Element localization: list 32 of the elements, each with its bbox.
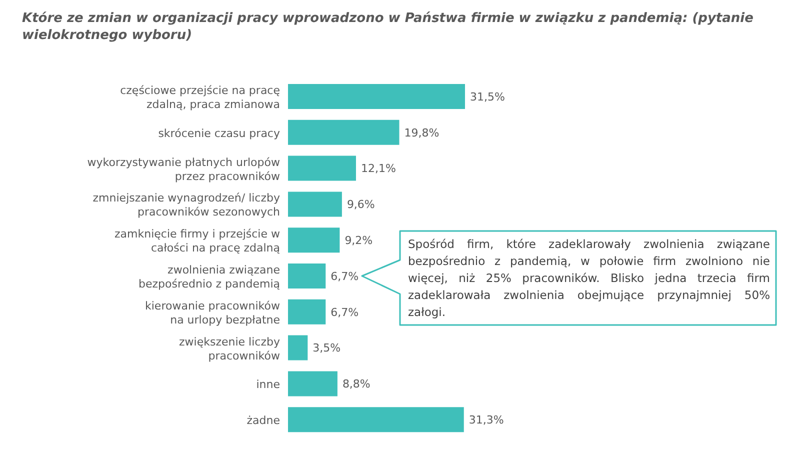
bar: [288, 264, 326, 288]
y-tick-label: zwiększenie liczby pracowników: [179, 334, 280, 362]
y-tick-label: zmniejszanie wynagrodzeń/ liczby pracowników sezonowych: [92, 191, 280, 218]
y-tick-label: częściowe przejście na pracę zdalną, praca zmianowa: [120, 83, 280, 110]
bar: [288, 371, 338, 396]
y-tick-label: wykorzystywanie płatnych urlopów przez pracowników: [87, 155, 280, 182]
bar: [288, 335, 308, 360]
data-label: 3,5%: [312, 342, 341, 355]
y-tick-label: kierowanie pracowników na urlopy bezpłatne: [145, 298, 280, 326]
chart-title: Które ze zmian w organizacji pracy wprowadzono w Państwa firmie w związku z pandemią: (pytanie wielokrotnego wyboru): [22, 10, 754, 44]
annotation: Spośród firm, które zadeklarowały zwolnienia związane bezpośrednio z pandemią, w połowie firm zwolniono nie więcej, niż 25% pracowników. Blisko jedna trzecia firm zadeklarowała zwolnienia obejmujące przynajmniej 50% załogi.: [408, 236, 770, 321]
y-tick-label: zwolnienia związane bezpośrednio z pandemią: [138, 262, 280, 290]
y-tick-label: żadne: [246, 414, 280, 427]
data-label: 12,1%: [360, 162, 396, 176]
bar: [288, 120, 400, 145]
data-label: 31,3%: [468, 414, 504, 427]
y-tick-label: zamknięcie firmy i przejście w całości na pracę zdalną: [114, 227, 280, 254]
y-tick-label: skrócenie czasu pracy: [158, 126, 280, 140]
bar: [288, 192, 342, 217]
data-label: 9,6%: [346, 198, 375, 212]
data-label: 9,2%: [344, 234, 373, 248]
data-label: 31,5%: [470, 90, 505, 104]
bar: [288, 156, 356, 181]
bar: [288, 407, 464, 432]
data-label: 6,7%: [330, 270, 359, 283]
data-label: 19,8%: [404, 126, 440, 140]
bar: [288, 228, 340, 253]
y-tick-label: inne: [256, 378, 280, 391]
bar: [288, 84, 465, 109]
bar: [288, 299, 326, 324]
data-label: 8,8%: [342, 378, 370, 391]
data-label: 6,7%: [330, 306, 359, 319]
